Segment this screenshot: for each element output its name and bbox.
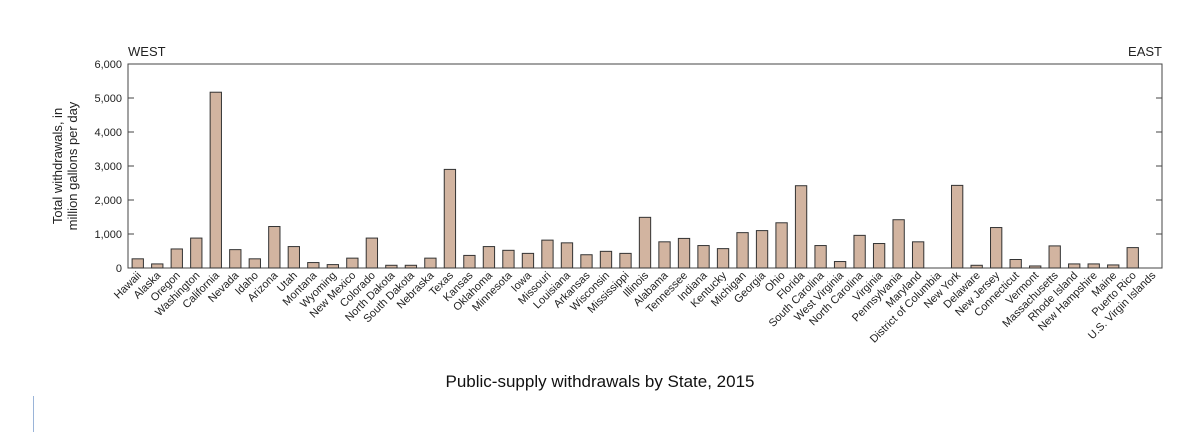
bar (502, 249, 515, 269)
bar (970, 264, 983, 269)
y-axis-title: Total withdrawals, inmillion gallons per… (50, 101, 80, 230)
region-label-east: EAST (1128, 44, 1162, 59)
bar (1029, 265, 1042, 269)
bar (736, 232, 749, 269)
bar (1126, 247, 1139, 269)
cursor-mark (33, 396, 34, 432)
bar (1009, 259, 1022, 269)
bar (209, 91, 222, 269)
y-tick-label: 2,000 (94, 195, 122, 207)
bar (892, 219, 905, 269)
bar (560, 242, 574, 269)
bar (755, 230, 769, 269)
bar (1068, 263, 1081, 269)
bar (326, 264, 340, 269)
bar (716, 248, 730, 269)
bar (872, 243, 886, 269)
bar (833, 261, 847, 269)
bar (853, 234, 866, 269)
bar (658, 241, 671, 269)
bar (814, 245, 827, 269)
bar (990, 227, 1003, 269)
bar (1107, 264, 1120, 269)
bar (911, 241, 925, 269)
bar (482, 246, 496, 269)
bar (268, 226, 281, 269)
bar (638, 216, 652, 269)
chart-caption: Public-supply withdrawals by State, 2015 (445, 372, 755, 391)
bar (1048, 245, 1061, 269)
bar (229, 249, 242, 269)
bar (599, 250, 613, 269)
bar (131, 258, 144, 269)
x-axis-labels: HawaiiAlaskaOregonWashingtonCaliforniaNe… (112, 269, 1159, 346)
bar (346, 257, 359, 269)
y-axis-label: Total withdrawals, inmillion gallons per… (50, 101, 80, 230)
bar (1087, 263, 1100, 269)
bar (775, 222, 788, 269)
bar (541, 239, 554, 269)
bar (190, 237, 203, 269)
bar (619, 252, 632, 269)
bar (794, 185, 808, 269)
y-tick-label: 4,000 (94, 127, 122, 139)
y-tick-label: 0 (116, 263, 122, 275)
y-tick-label: 5,000 (94, 93, 122, 105)
bar (443, 168, 457, 269)
bar (580, 254, 593, 269)
y-tick-label: 3,000 (94, 161, 122, 173)
region-label-west: WEST (128, 44, 166, 59)
bar (404, 264, 418, 269)
bar (463, 254, 476, 269)
bar (248, 258, 261, 269)
bar (151, 263, 164, 269)
y-axis-label-line: Total withdrawals, in (50, 108, 65, 224)
bar (287, 246, 300, 269)
y-tick-label: 1,000 (94, 229, 122, 241)
bar (697, 245, 710, 269)
y-axis-label-line: million gallons per day (65, 101, 80, 230)
y-axis-ticks: 0 1,000 2,000 3,000 4,000 5,000 6,000 (94, 59, 1162, 275)
y-tick-label: 6,000 (94, 59, 122, 71)
bar (307, 262, 320, 269)
bar (365, 237, 379, 269)
bar (677, 237, 691, 269)
bar (424, 257, 437, 269)
bar (521, 252, 535, 269)
bar (950, 184, 964, 269)
bar (385, 264, 398, 269)
bar (170, 248, 183, 269)
bars (131, 91, 1139, 269)
